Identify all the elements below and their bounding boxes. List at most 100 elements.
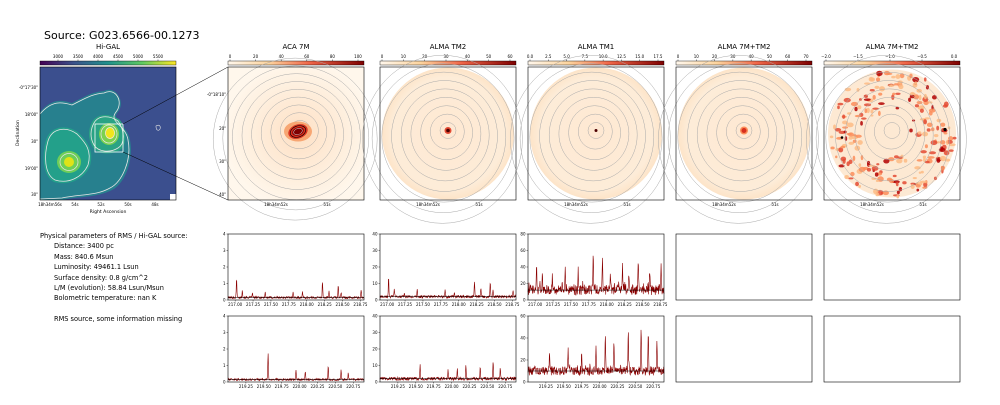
map-noise-blob [896,158,903,164]
info-note: RMS source, some information missing [54,315,183,324]
map-noise-blob [899,73,905,79]
map-noise-blob [895,181,899,187]
map-noise-blob [909,94,915,99]
spectrum-xtick-label: 220.00 [293,384,307,389]
map-noise-blob [896,190,900,195]
map-cbar-tick-label: 50 [767,54,773,59]
map-noise-blob [915,184,921,188]
map-noise-blob [848,136,853,140]
map-noise-blob [855,181,859,187]
info-line-tbol: Bolometric temperature: nan K [54,294,157,303]
map-noise-blob [864,108,868,114]
higal-cbar-tick-label: 5500 [153,54,164,59]
map-cbar-tick-label: 60 [507,54,513,59]
map-title: ALMA 7M+TM2 [866,43,919,51]
map-xtick-label: 51s [771,202,778,207]
map-noise-blob [892,92,896,96]
map-noise-blob [837,105,840,110]
map-contour [883,122,901,139]
map-noise-blob [916,188,920,192]
spectrum-ytick-label: 2 [223,265,226,270]
map-noise-blob [922,155,927,159]
spectrum-ytick-label: 40 [372,232,378,237]
map-noise-blob [943,101,949,107]
map-xtick-label: 51s [919,202,926,207]
map-noise-blob [919,180,927,184]
map-noise-blob [883,70,890,76]
spectrum-xtick-label: 218.75 [505,302,519,307]
higal-cbar-tick-label: 3000 [53,54,64,59]
map-xtick-label: 18h34m52s [416,202,440,207]
map-cbar-tick-label: 0 [229,54,232,59]
spectrum-xtick-label: 218.00 [452,302,466,307]
info-line-luminosity: Luminosity: 49461.1 Lsun [54,263,139,272]
map-noise-blob [854,114,862,118]
map-contour [548,88,638,182]
higal-cbar-tick-label: 4000 [93,54,104,59]
map-noise-blob [918,171,922,174]
map-cbar-tick-label: 0 [677,54,680,59]
map-noise-blob [936,125,940,131]
map-noise-blob [902,181,907,185]
map-xtick-label: 18h34m52s [860,202,884,207]
map-noise-blob [923,157,926,163]
map-noise-blob [923,77,927,82]
map-noise-blob [858,184,862,188]
map-contour [251,89,344,180]
higal-contour-core-south [59,153,79,171]
map-cbar-tick-label: 60 [304,54,310,59]
map-contour [529,71,655,203]
higal-cbar-tick-label: 3500 [73,54,84,59]
map-contour [400,88,490,182]
map-noise-blob [866,167,872,172]
map-noise-blob [880,191,884,195]
map-noise-blob [890,84,893,88]
map-noise-blob [864,82,871,85]
spectrum-xtick-label: 217.50 [564,302,578,307]
map-cbar-tick-label: 20 [712,54,718,59]
map-noise-blob [878,92,883,96]
map-cbar-tick-label: 70 [803,54,809,59]
map-noise-blob [875,179,880,182]
spectrum-alma-tm2-high: 0 10 20 30 40 219.25 219.50 219.75 220.00 220.25 2… [372,314,517,389]
higal-contour-small [155,124,161,131]
map-noise-blob [940,122,946,127]
higal-ytick-label: -0°17'30" [19,85,38,90]
higal-title: Hi-GAL [96,43,120,51]
map-noise-blob [830,146,835,150]
spectrum-frame [379,233,517,301]
spectrum-xtick-label: 220.75 [646,384,660,389]
map-noise-blob [910,184,915,190]
map-noise-blob [876,163,880,166]
map-panel-1: ALMA TM2 0 10 20 30 40 50 60 18h34m52s 51s [362,43,523,224]
map-panel-0: ACA 7M 0 20 40 60 80 100 -0°18'10" 20" 30" 40" 18h3… [207,43,378,221]
spectrum-ytick-label: 80 [520,232,526,237]
spectrum-frame [527,315,665,383]
map-colorbar [675,60,813,66]
map-noise-blob [852,155,856,162]
map-contour [658,55,819,224]
map-noise-blob [916,159,923,162]
spectrum-line [227,279,365,300]
zoom-connector-top [122,66,229,125]
spectrum-ytick-label: 40 [520,336,526,341]
higal-panel: Hi-GAL 3000 3500 4000 4500 5000 5500 -0°17'30… [15,43,177,215]
map-noise-blob [912,76,920,83]
spectrum-ytick-label: 40 [520,265,526,270]
spectrum-ytick-label: 4 [223,232,226,237]
map-noise-blob [914,104,919,108]
info-line-lm: L/M (evolution): 58.84 Lsun/Msun [54,284,164,293]
map-title: ACA 7M [282,43,309,51]
map-noise-blob [948,149,954,152]
map-xtick-label: 18h34m52s [264,202,288,207]
map-source [741,128,747,133]
map-noise-blob [892,174,897,178]
map-frame [227,66,365,201]
map-title: ALMA TM1 [578,43,615,51]
info-line-surface-density: Surface density: 0.8 g/cm^2 [54,273,148,282]
spectrum-xtick-label: 217.50 [264,302,278,307]
higal-colorbar [39,60,177,66]
spectrum-xtick-label: 220.50 [628,384,642,389]
spectrum-xtick-label: 218.00 [300,302,314,307]
